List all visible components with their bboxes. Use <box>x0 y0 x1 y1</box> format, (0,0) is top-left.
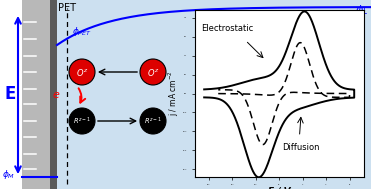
Text: $\phi_L$: $\phi_L$ <box>355 3 368 17</box>
Text: Diffusion: Diffusion <box>283 143 320 152</box>
Text: E: E <box>4 85 16 103</box>
Text: $R^{z-1}$: $R^{z-1}$ <box>73 115 91 127</box>
Text: $O^z$: $O^z$ <box>147 67 159 77</box>
Circle shape <box>140 59 166 85</box>
Circle shape <box>69 59 95 85</box>
Circle shape <box>140 108 166 134</box>
Text: $R^{z-1}$: $R^{z-1}$ <box>144 115 162 127</box>
X-axis label: E / V: E / V <box>268 187 290 189</box>
Text: $O^z$: $O^z$ <box>76 67 88 77</box>
Text: PET: PET <box>58 3 76 13</box>
Text: $e$: $e$ <box>52 90 60 100</box>
Circle shape <box>69 108 95 134</box>
Bar <box>50 0 57 189</box>
Y-axis label: j / mA cm$^{-2}$: j / mA cm$^{-2}$ <box>167 71 181 116</box>
Text: $\phi_{PET}$: $\phi_{PET}$ <box>72 25 92 37</box>
Text: Electrostatic: Electrostatic <box>201 24 254 33</box>
Bar <box>0 0 22 189</box>
Bar <box>22 0 54 189</box>
Text: $\phi_M$: $\phi_M$ <box>2 168 15 181</box>
